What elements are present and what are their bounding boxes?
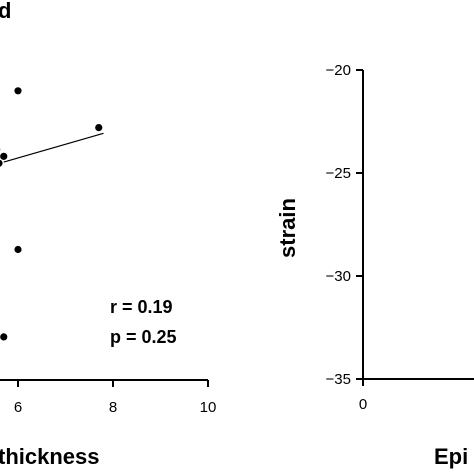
right-y-ticks: −20 −25 −30 −35 [326, 62, 363, 388]
right-x-ticks: 0 [359, 379, 367, 413]
panel-label: d [0, 0, 11, 23]
left-x-axis-title: thickness [0, 444, 100, 469]
right-y-tick-label: −30 [326, 268, 351, 285]
left-x-tick-label: 6 [14, 399, 22, 416]
left-x-tick-label: 8 [109, 399, 117, 416]
right-y-tick-label: −35 [326, 371, 351, 388]
data-point [95, 124, 103, 132]
p-value: p = 0.25 [110, 327, 177, 347]
right-x-tick-label: 0 [359, 396, 367, 413]
data-point [0, 159, 3, 167]
left-data-points [0, 87, 103, 341]
right-x-axis-title: Epi [434, 444, 468, 469]
left-scatter-panel: 6 8 10 r = 0.19 p = 0.25 thickness [0, 87, 216, 469]
left-x-tick-label: 10 [200, 399, 217, 416]
data-point [14, 245, 22, 254]
regression-line [3, 132, 104, 163]
right-y-tick-label: −25 [326, 165, 351, 182]
right-strain-panel: −20 −25 −30 −35 0 strain Epi [275, 62, 474, 469]
right-y-tick-label: −20 [326, 62, 351, 79]
data-point [14, 87, 22, 95]
left-x-ticks: 6 8 10 [14, 380, 217, 416]
data-point [0, 333, 8, 341]
r-value: r = 0.19 [110, 297, 173, 317]
right-y-axis-title: strain [275, 198, 300, 258]
data-point [0, 152, 8, 160]
